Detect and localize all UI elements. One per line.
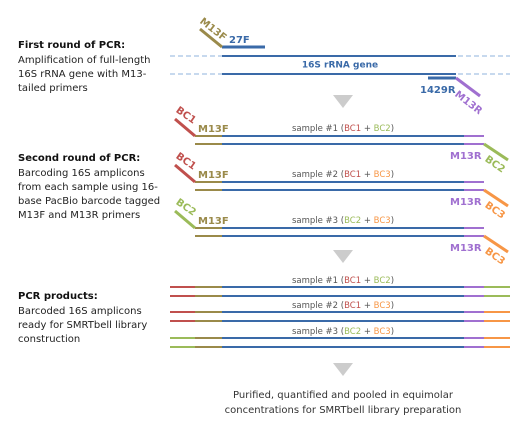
primer-label: 1429R: [420, 85, 456, 96]
label-part: +: [361, 170, 374, 180]
section-text: tailed primers: [18, 83, 88, 94]
arrow: [333, 363, 353, 376]
label-part: BC3: [374, 301, 391, 311]
barcode: [174, 209, 196, 230]
label-part: +: [361, 216, 374, 226]
tag: [455, 76, 481, 98]
section-text: construction: [18, 334, 80, 345]
label-part: BC2: [344, 216, 361, 226]
label-part: ): [391, 301, 394, 311]
footer-line: Purified, quantified and pooled in equim…: [233, 390, 454, 401]
sample-label: sample #2 (BC1 + BC3): [292, 301, 394, 311]
barcode-label: BC1: [174, 105, 198, 127]
label-part: BC1: [344, 276, 361, 286]
label-part: BC1: [344, 301, 361, 311]
label-part: BC1: [344, 124, 361, 134]
tag-label: M13F: [198, 216, 229, 227]
sample-label: sample #3 (BC2 + BC3): [292, 216, 394, 226]
label-part: BC2: [374, 276, 391, 286]
arrow: [333, 250, 353, 263]
label-part: ): [391, 276, 394, 286]
barcode: [483, 234, 509, 254]
barcode-label: BC2: [174, 197, 198, 219]
label-part: BC2: [374, 124, 391, 134]
label-part: sample #1 (: [292, 276, 344, 286]
section-text: base PacBio barcode tagged: [18, 196, 160, 207]
arrow: [333, 95, 353, 108]
label-part: +: [361, 301, 374, 311]
label-part: ): [391, 327, 394, 337]
gene-label: 16S rRNA gene: [302, 61, 378, 71]
section-text: 16S rRNA gene with M13-: [18, 69, 147, 80]
tag-label: M13R: [450, 197, 482, 208]
sample-label: sample #1 (BC1 + BC2): [292, 276, 394, 286]
label-part: BC1: [344, 170, 361, 180]
label-part: sample #1 (: [292, 124, 344, 134]
barcode: [174, 117, 196, 138]
label-part: +: [361, 276, 374, 286]
barcode-label: BC1: [174, 151, 198, 173]
barcode: [483, 188, 509, 208]
label-part: +: [361, 327, 374, 337]
section-text: Barcoding 16S amplicons: [18, 168, 145, 179]
tag-label: M13R: [452, 89, 484, 117]
section-text: Barcoded 16S amplicons: [18, 306, 142, 317]
section-text: ready for SMRTbell library: [18, 320, 147, 331]
label-part: sample #2 (: [292, 301, 344, 311]
footer-line: concentrations for SMRTbell library prep…: [225, 405, 462, 416]
barcode: [483, 142, 509, 162]
label-part: BC3: [374, 327, 391, 337]
section-text: Amplification of full-length: [18, 55, 150, 66]
sample-label: sample #2 (BC1 + BC3): [292, 170, 394, 180]
label-part: ): [391, 170, 394, 180]
label-part: sample #2 (: [292, 170, 344, 180]
label-part: ): [391, 216, 394, 226]
section-text: from each sample using 16-: [18, 182, 158, 193]
label-part: +: [361, 124, 374, 134]
label-part: sample #3 (: [292, 327, 344, 337]
primer-label: 27F: [229, 35, 250, 46]
section-title: First round of PCR:: [18, 40, 125, 51]
section-title: Second round of PCR:: [18, 153, 140, 164]
label-part: BC3: [374, 216, 391, 226]
label-part: ): [391, 124, 394, 134]
tag-label: M13F: [198, 170, 229, 181]
tag-label: M13R: [450, 151, 482, 162]
label-part: sample #3 (: [292, 216, 344, 226]
label-part: BC2: [344, 327, 361, 337]
sample-label: sample #3 (BC2 + BC3): [292, 327, 394, 337]
label-part: BC3: [374, 170, 391, 180]
tag-label: M13R: [450, 243, 482, 254]
sample-label: sample #1 (BC1 + BC2): [292, 124, 394, 134]
barcode: [174, 163, 196, 184]
section-text: M13F and M13R primers: [18, 210, 140, 221]
tag: [199, 27, 223, 49]
tag-label: M13F: [198, 124, 229, 135]
section-title: PCR products:: [18, 291, 98, 302]
